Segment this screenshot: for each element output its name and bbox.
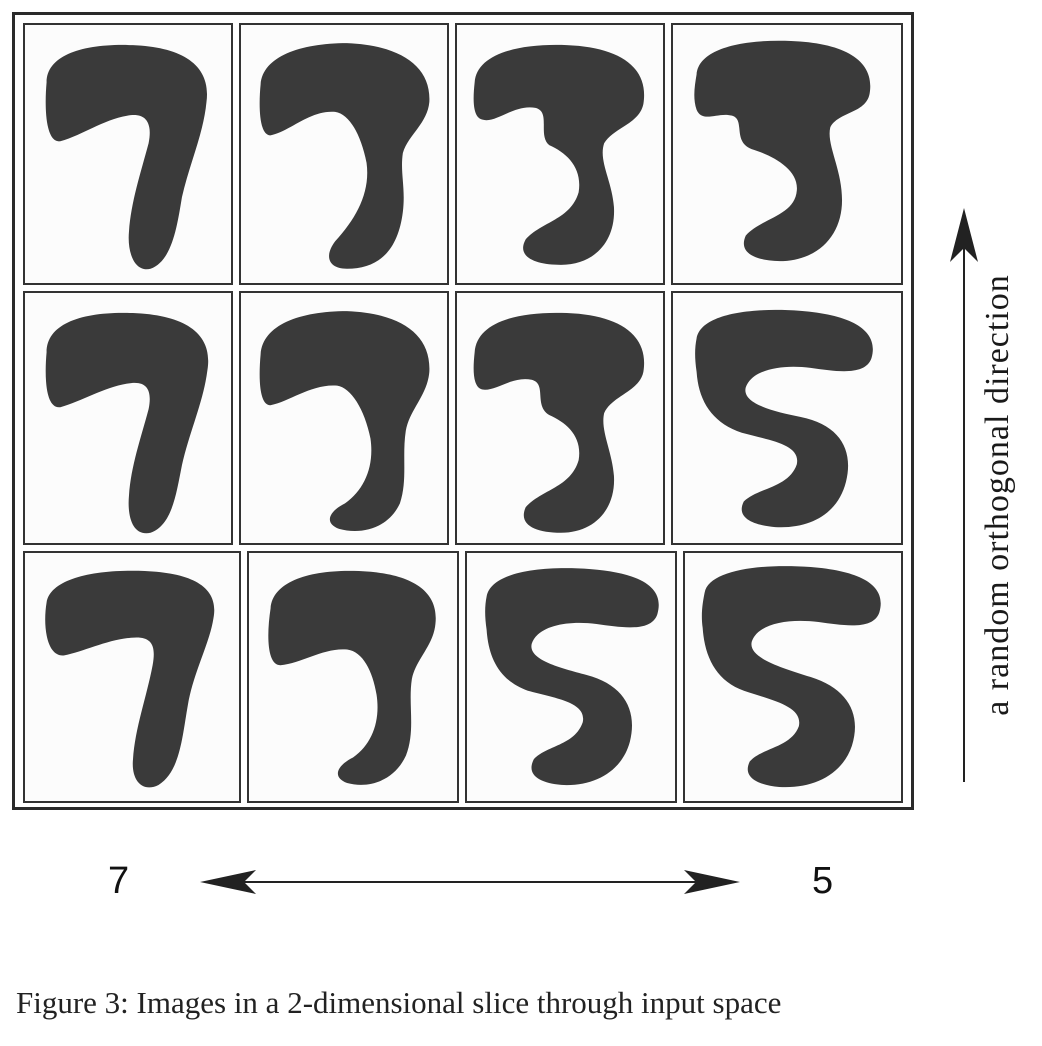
horizontal-axis-arrow (200, 870, 740, 894)
digit-image (45, 44, 208, 270)
digit-image (485, 568, 659, 786)
grid-cell-r1-c4 (671, 23, 903, 285)
digit-image (701, 566, 881, 788)
grid-cell-r1-c3 (455, 23, 665, 285)
digit-image (268, 570, 436, 785)
axis-label-left: 7 (108, 860, 130, 902)
grid-cell-r2-c3 (455, 291, 665, 545)
digit-image (45, 570, 215, 788)
grid-cell-r2-c1 (23, 291, 233, 545)
grid-cell-r3-c3 (465, 551, 677, 803)
digit-image (473, 44, 645, 265)
digit-image (473, 312, 645, 533)
digit-image (694, 40, 871, 262)
digit-image (695, 309, 873, 528)
figure-caption: Figure 3: Images in a 2-dimensional slic… (16, 985, 782, 1020)
digit-image (259, 43, 430, 269)
image-grid (12, 12, 914, 810)
vertical-axis-arrow (950, 208, 978, 782)
grid-cell-r1-c1 (23, 23, 233, 285)
grid-cell-r2-c4 (671, 291, 903, 545)
grid-cell-r2-c2 (239, 291, 449, 545)
axis-label-right: 5 (812, 860, 834, 902)
grid-cell-r3-c4 (683, 551, 903, 803)
grid-cell-r3-c1 (23, 551, 241, 803)
digit-image (45, 312, 209, 534)
grid-cell-r1-c2 (239, 23, 449, 285)
digit-image (259, 311, 430, 531)
grid-cell-r3-c2 (247, 551, 459, 803)
